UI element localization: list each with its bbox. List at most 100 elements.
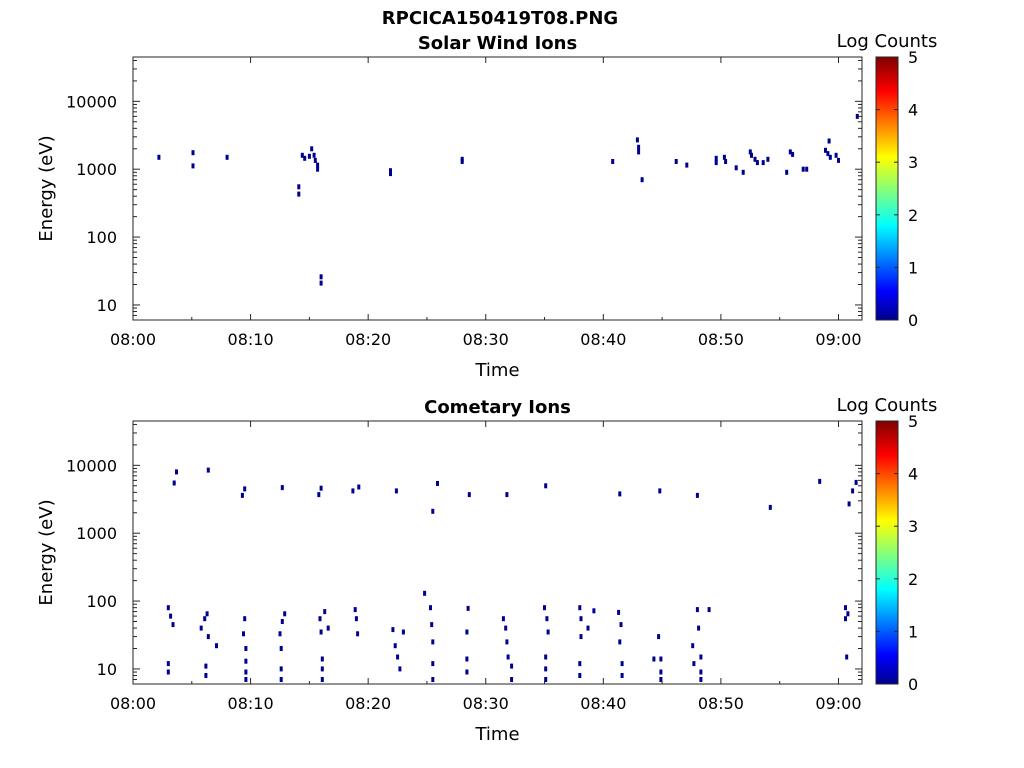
data-cell	[692, 661, 696, 667]
data-cell	[351, 488, 355, 494]
data-cell	[620, 673, 624, 678]
data-cell	[545, 616, 549, 622]
plot-area	[132, 420, 863, 685]
colorbar	[875, 420, 899, 685]
data-cell	[578, 673, 582, 678]
data-cell	[171, 622, 175, 628]
data-cell	[225, 154, 229, 160]
data-cell	[300, 152, 304, 158]
data-cell	[394, 488, 398, 494]
data-cell	[429, 605, 432, 611]
data-cell	[391, 627, 395, 633]
data-cell	[748, 149, 752, 155]
colorbar-tick-label: 2	[908, 570, 918, 589]
data-cell	[326, 625, 330, 631]
data-cell	[283, 611, 287, 617]
y-tick-label: 100	[86, 228, 117, 247]
data-cell	[317, 492, 321, 498]
y-tick-label: 1000	[76, 160, 117, 179]
data-cell	[618, 639, 622, 645]
data-cell	[320, 666, 324, 672]
data-cell	[768, 504, 772, 510]
data-cell	[204, 673, 208, 678]
x-tick-label: 08:40	[580, 694, 626, 713]
data-cell	[436, 481, 439, 486]
data-cell	[579, 634, 583, 640]
data-cell	[611, 159, 615, 164]
data-cell	[244, 658, 248, 664]
data-cell	[691, 643, 695, 649]
data-cell	[714, 160, 718, 166]
data-cell	[617, 609, 621, 615]
data-cell	[319, 280, 323, 286]
data-cell	[396, 654, 400, 660]
data-cell	[695, 607, 699, 613]
data-cell	[316, 162, 320, 168]
data-cell	[544, 677, 548, 682]
colorbar-tick-label: 2	[908, 206, 918, 225]
data-cell	[659, 677, 663, 682]
x-tick-label: 08:10	[228, 330, 274, 349]
data-cell	[578, 605, 582, 611]
colorbar-tick-label: 0	[908, 675, 918, 694]
data-cell	[297, 191, 301, 197]
data-cell	[465, 669, 469, 675]
data-cell	[674, 159, 678, 164]
data-cell	[504, 625, 508, 631]
data-cell	[827, 138, 831, 144]
colorbar-tick-label: 4	[908, 101, 918, 120]
colorbar	[875, 56, 899, 321]
data-cell	[544, 483, 548, 489]
data-cell	[578, 661, 582, 667]
x-tick-label: 08:10	[228, 694, 274, 713]
y-tick-label: 10000	[66, 92, 117, 111]
data-cell	[166, 661, 170, 667]
colorbar-tick-label: 1	[908, 258, 918, 277]
data-cell	[199, 625, 203, 631]
y-tick-label: 1000	[76, 524, 117, 543]
figure-title: RPCICA150419T08.PNG	[382, 8, 618, 29]
data-cell	[637, 144, 641, 150]
data-cell	[320, 677, 324, 682]
data-cell	[354, 616, 358, 622]
data-cell	[791, 151, 795, 157]
data-cell	[544, 654, 548, 660]
colorbar-tick-label: 3	[908, 517, 918, 536]
x-tick-label: 08:50	[698, 694, 744, 713]
panel-title: Cometary Ions	[424, 397, 571, 418]
data-cell	[280, 485, 284, 491]
data-cell	[319, 485, 323, 491]
data-cell	[637, 149, 641, 155]
data-cell	[215, 643, 218, 649]
data-cell	[356, 631, 360, 637]
x-tick-label: 08:20	[345, 694, 391, 713]
colorbar-label: Log Counts	[837, 31, 938, 52]
data-cell	[699, 677, 703, 682]
x-tick-label: 08:30	[463, 330, 509, 349]
data-cell	[172, 480, 176, 486]
data-cell	[734, 165, 738, 171]
x-tick-label: 09:00	[815, 330, 861, 349]
data-cell	[755, 160, 759, 166]
data-cell	[652, 656, 656, 662]
data-cell	[505, 492, 509, 498]
colorbar-label: Log Counts	[837, 395, 938, 416]
data-cell	[854, 479, 858, 485]
data-cell	[303, 155, 307, 161]
panel-cometary-ions: Cometary Ions 08:00 08:10 08:20 08:30 08:40 08…	[36, 395, 937, 745]
y-axis-label: Energy (eV)	[36, 499, 57, 605]
panel-title: Solar Wind Ions	[418, 33, 577, 54]
data-cell	[278, 631, 282, 637]
data-cell	[307, 153, 311, 159]
data-cell	[699, 654, 703, 660]
colorbar-tick-label: 4	[908, 465, 918, 484]
colorbar-tick-label: 1	[908, 622, 918, 641]
data-cell	[657, 634, 661, 640]
data-cell	[431, 661, 435, 667]
data-cell	[592, 608, 596, 614]
colorbar-tick-label: 5	[908, 412, 918, 431]
data-cell	[175, 469, 178, 475]
data-cell	[191, 150, 195, 156]
data-cell	[658, 488, 662, 494]
data-cell	[805, 166, 809, 172]
